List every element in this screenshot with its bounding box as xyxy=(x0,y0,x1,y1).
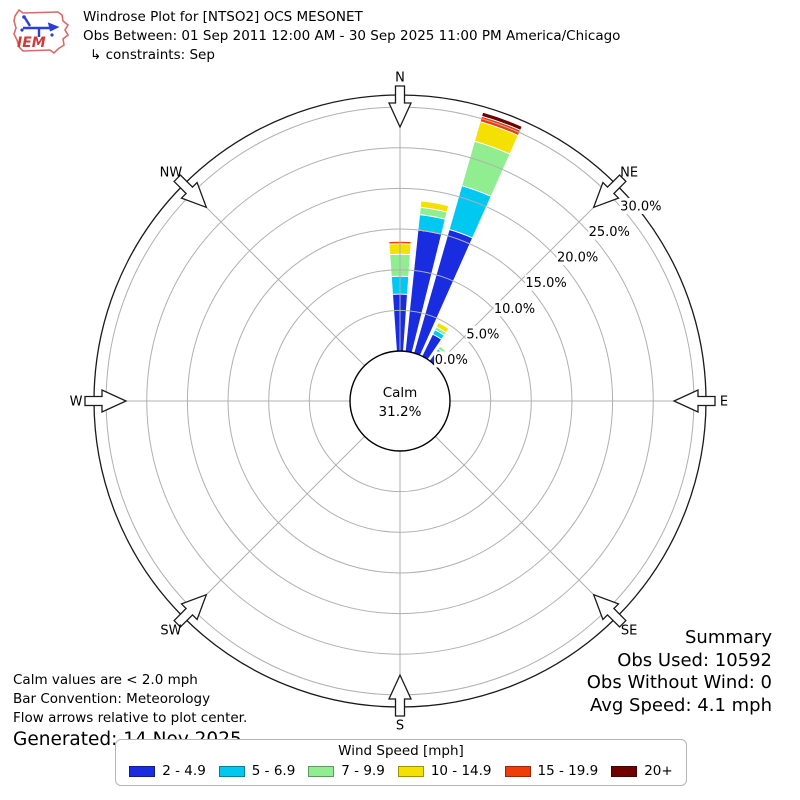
legend-swatch xyxy=(218,765,245,777)
compass-label-sw: SW xyxy=(160,624,181,639)
flow-arrow-se xyxy=(592,593,627,628)
ring-label-bg xyxy=(434,351,469,368)
windrose-bar-segment xyxy=(419,200,450,213)
compass-label-nw: NW xyxy=(160,165,183,180)
note-flow-arrows: Flow arrows relative to plot center. xyxy=(13,710,248,726)
ring-label-bg xyxy=(465,325,501,342)
legend-bin-label: 7 - 9.9 xyxy=(341,763,385,779)
obs-range-subtitle: Obs Between: 01 Sep 2011 12:00 AM - 30 S… xyxy=(83,28,621,44)
constraints-line: ↳ constraints: Sep xyxy=(90,47,215,63)
legend-swatch xyxy=(129,765,156,777)
flow-arrow-e xyxy=(672,388,716,414)
legend-bin-label: 5 - 6.9 xyxy=(251,763,296,779)
grid-ring xyxy=(146,147,654,655)
calm-value: 31.2% xyxy=(379,404,422,420)
legend-item: 2 - 4.9 xyxy=(129,763,206,779)
wind-speed-legend: Wind Speed [mph] 2 - 4.9 5 - 6.9 7 - 9.9 10… xyxy=(115,739,687,786)
ring-tick-label: 10.0% xyxy=(494,302,535,317)
flow-arrow-n xyxy=(387,85,413,129)
calm-circle xyxy=(349,350,451,452)
legend-item: 15 - 19.9 xyxy=(504,763,599,779)
ring-tick-label: 25.0% xyxy=(589,225,630,240)
ring-tick-label: 0.0% xyxy=(435,353,468,368)
iem-logo: IEM xyxy=(13,8,70,55)
iem-logo-text: IEM xyxy=(17,35,46,51)
header: Windrose Plot for [NTSO2] OCS MESONET Ob… xyxy=(83,8,620,65)
grid-spoke xyxy=(183,436,365,618)
compass-label-n: N xyxy=(395,71,405,86)
ring-tick-label: 5.0% xyxy=(466,327,499,342)
compass-label-s: S xyxy=(396,719,404,734)
legend-item: 5 - 6.9 xyxy=(218,763,296,779)
compass-label-ne: NE xyxy=(620,165,638,180)
windrose-bar-segment xyxy=(481,111,523,131)
flow-arrow-ne xyxy=(592,174,627,209)
footnotes: Calm values are < 2.0 mph Bar Convention… xyxy=(13,671,247,749)
windrose-bar-segment xyxy=(435,321,450,334)
grid-ring xyxy=(186,187,614,615)
weather-vane-icon xyxy=(20,15,60,37)
grid-ring xyxy=(308,309,492,493)
legend-item: 10 - 14.9 xyxy=(397,763,492,779)
ring-label-bg xyxy=(556,249,599,266)
legend-item: 7 - 9.9 xyxy=(308,763,385,779)
calm-label: Calm xyxy=(383,385,418,401)
legend-swatch xyxy=(397,765,424,777)
legend-swatch xyxy=(611,765,638,777)
ring-label-bg xyxy=(525,274,568,291)
ring-tick-label: 20.0% xyxy=(557,251,598,266)
summary-obs-without-wind: Obs Without Wind: 0 xyxy=(586,672,772,693)
summary-obs-used: Obs Used: 10592 xyxy=(617,649,772,671)
note-bar-convention: Bar Convention: Meteorology xyxy=(13,691,211,707)
ring-tick-label: 30.0% xyxy=(620,199,661,214)
grid-ring xyxy=(227,228,573,574)
legend-title: Wind Speed [mph] xyxy=(338,743,464,759)
legend-bin-label: 10 - 14.9 xyxy=(430,763,492,779)
ring-label-bg xyxy=(619,197,662,214)
legend-bin-label: 2 - 4.9 xyxy=(162,763,206,779)
compass-label-e: E xyxy=(720,395,728,410)
legend-swatch xyxy=(504,765,531,777)
compass-label-se: SE xyxy=(621,624,637,639)
ring-label-bg xyxy=(588,223,631,240)
ring-label-bg xyxy=(493,300,536,317)
flow-arrow-w xyxy=(84,388,128,414)
flow-arrow-nw xyxy=(173,174,208,209)
compass-label-w: W xyxy=(70,395,83,410)
ring-tick-label: 15.0% xyxy=(525,276,566,291)
flow-arrow-s xyxy=(387,673,413,717)
summary-block: Summary Obs Used: 10592 Obs Without Wind… xyxy=(587,627,772,717)
legend-bin-label: 15 - 19.9 xyxy=(537,763,599,779)
note-calm: Calm values are < 2.0 mph xyxy=(13,672,198,688)
grid-spoke xyxy=(435,436,617,618)
legend-swatch xyxy=(308,765,335,777)
page-title: Windrose Plot for [NTSO2] OCS MESONET xyxy=(83,9,363,25)
flow-arrow-sw xyxy=(173,593,208,628)
grid-spoke xyxy=(183,184,365,366)
legend-item: 20+ xyxy=(611,763,673,779)
summary-avg-speed: Avg Speed: 4.1 mph xyxy=(590,694,772,716)
legend-items: 2 - 4.9 5 - 6.9 7 - 9.9 10 - 14.9 15 - 19.9 2… xyxy=(122,763,680,779)
grid-ring xyxy=(268,269,532,533)
summary-title: Summary xyxy=(685,627,772,648)
legend-bin-label: 20+ xyxy=(644,763,673,779)
